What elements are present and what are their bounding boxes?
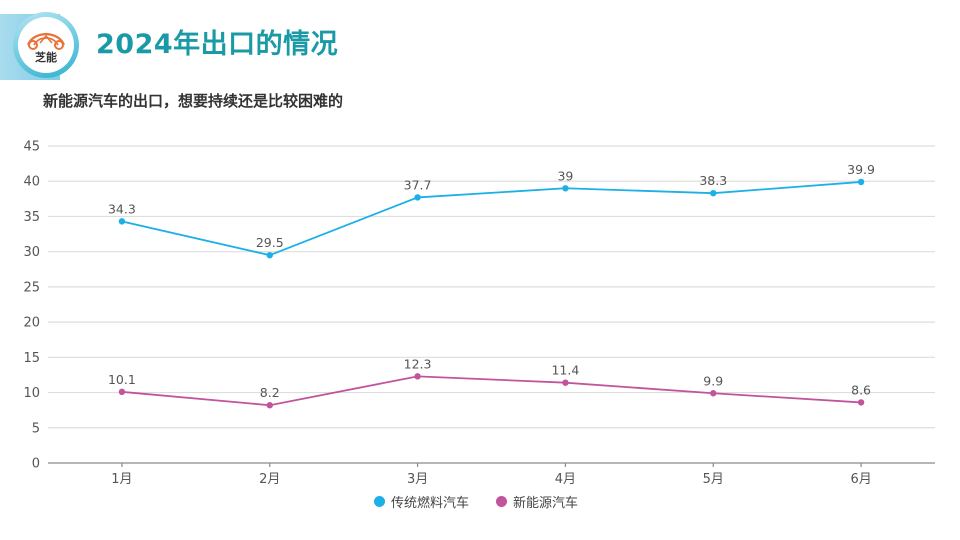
series-line bbox=[121, 375, 862, 407]
data-point[interactable] bbox=[710, 390, 717, 397]
y-tick-label: 20 bbox=[23, 316, 40, 331]
x-axis: 1月 2月 3月 4月 5月 6月 bbox=[48, 462, 935, 487]
x-tick-label: 5月 bbox=[703, 472, 724, 487]
data-label: 37.7 bbox=[404, 177, 432, 192]
legend-dot-icon bbox=[496, 496, 507, 507]
series-lines: 34.3 29.5 37.7 39 38.3 39.9 10.1 8.2 12.3 11.4 9.9… bbox=[108, 162, 875, 409]
data-label: 8.2 bbox=[260, 385, 280, 400]
data-label: 34.3 bbox=[108, 201, 136, 216]
data-label: 39.9 bbox=[847, 162, 875, 177]
data-point[interactable] bbox=[266, 251, 273, 259]
data-label: 10.1 bbox=[108, 372, 136, 387]
legend-item-series1[interactable]: 传统燃料汽车 bbox=[374, 492, 469, 511]
x-tick-label: 2月 bbox=[259, 472, 280, 487]
data-label: 8.6 bbox=[851, 382, 871, 397]
data-label: 39 bbox=[557, 168, 573, 183]
data-point[interactable] bbox=[562, 379, 569, 386]
x-tick-label: 6月 bbox=[850, 472, 871, 487]
y-axis-ticks: 0 5 10 15 20 25 30 35 40 45 bbox=[23, 140, 40, 472]
y-tick-label: 0 bbox=[32, 457, 40, 472]
legend-label: 传统燃料汽车 bbox=[391, 496, 470, 511]
y-tick-label: 30 bbox=[23, 245, 40, 260]
x-tick-label: 3月 bbox=[407, 472, 428, 487]
logo: 芝能 bbox=[18, 17, 74, 73]
data-label: 9.9 bbox=[703, 373, 723, 388]
data-point[interactable] bbox=[118, 388, 126, 396]
data-point[interactable] bbox=[857, 399, 865, 406]
legend-dot-icon bbox=[374, 496, 385, 507]
data-label: 29.5 bbox=[256, 235, 284, 250]
legend-label: 新能源汽车 bbox=[513, 496, 579, 511]
data-label: 38.3 bbox=[699, 173, 727, 188]
y-tick-label: 45 bbox=[23, 140, 40, 155]
data-label: 12.3 bbox=[404, 356, 432, 371]
logo-text: 芝能 bbox=[35, 51, 57, 64]
y-tick-label: 10 bbox=[23, 386, 40, 401]
page-subtitle: 新能源汽车的出口，想要持续还是比较困难的 bbox=[43, 92, 344, 110]
data-point[interactable] bbox=[857, 178, 865, 186]
data-point[interactable] bbox=[266, 402, 273, 409]
data-point[interactable] bbox=[118, 218, 126, 225]
data-point[interactable] bbox=[710, 189, 717, 197]
data-point[interactable] bbox=[414, 194, 421, 201]
data-label: 11.4 bbox=[551, 363, 579, 378]
car-logo-icon bbox=[26, 32, 66, 50]
series-1: 34.3 29.5 37.7 39 38.3 39.9 bbox=[108, 162, 875, 259]
data-point[interactable] bbox=[414, 373, 421, 380]
grid-lines bbox=[48, 145, 935, 429]
legend: 传统燃料汽车 新能源汽车 bbox=[0, 492, 960, 512]
legend-item-series2[interactable]: 新能源汽车 bbox=[496, 492, 578, 511]
series-2: 10.1 8.2 12.3 11.4 9.9 8.6 bbox=[108, 356, 871, 409]
data-point[interactable] bbox=[562, 185, 569, 192]
y-tick-label: 40 bbox=[23, 175, 40, 190]
x-tick-label: 4月 bbox=[555, 472, 576, 487]
y-tick-label: 35 bbox=[23, 210, 40, 225]
page-title: 2024年出口的情况 bbox=[96, 29, 339, 60]
series-line bbox=[121, 181, 862, 257]
y-tick-label: 25 bbox=[23, 280, 40, 295]
x-tick-label: 1月 bbox=[111, 472, 132, 487]
y-tick-label: 5 bbox=[32, 421, 40, 436]
y-tick-label: 15 bbox=[23, 351, 40, 366]
